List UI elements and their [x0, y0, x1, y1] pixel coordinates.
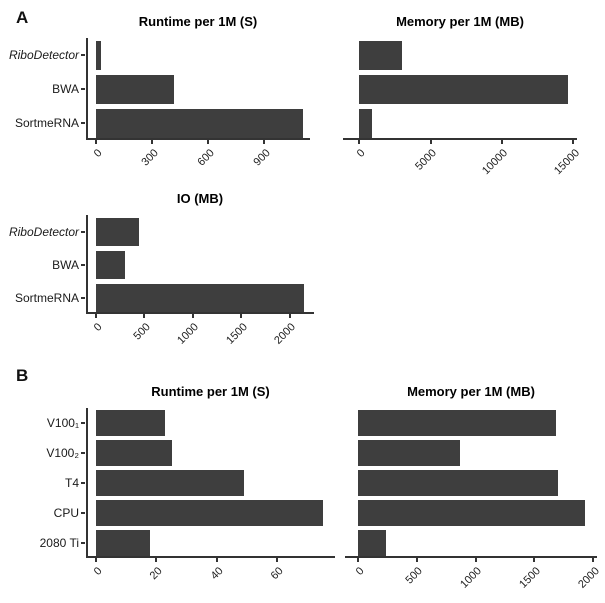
x-tick — [240, 314, 243, 318]
y-category-label: SortmeRNA — [14, 116, 79, 130]
y-tick — [81, 482, 85, 484]
x-tick — [151, 140, 153, 144]
bar — [359, 108, 372, 138]
bar — [96, 40, 101, 70]
x-tick — [95, 314, 97, 318]
bar — [96, 74, 175, 104]
y-tick — [81, 88, 85, 90]
y-tick — [81, 542, 85, 544]
bar — [96, 410, 166, 436]
x-tick — [155, 558, 158, 562]
x-tick — [533, 558, 536, 562]
x-tick — [143, 314, 146, 318]
y-tick — [81, 512, 85, 514]
bar — [96, 530, 151, 556]
x-tick — [572, 140, 575, 144]
y-category-label: RiboDetector — [8, 224, 79, 239]
x-axis-line — [343, 138, 577, 140]
bar — [96, 283, 305, 312]
x-axis-line — [86, 556, 335, 558]
x-tick — [288, 314, 291, 318]
y-tick — [81, 122, 85, 124]
y-category-label: CPU — [53, 506, 79, 520]
chart-panel-a-memory: Memory per 1M (MB) 0 5000 10000 15000 — [343, 14, 582, 177]
bar — [358, 500, 585, 526]
bar — [96, 440, 172, 466]
y-category-label: BWA — [52, 257, 79, 272]
y-tick — [81, 296, 85, 299]
x-tick — [215, 558, 218, 562]
bar — [96, 470, 244, 496]
y-tick — [81, 452, 85, 454]
chart-title: Memory per 1M (MB) — [396, 14, 524, 29]
y-tick — [81, 54, 85, 56]
x-tick — [191, 314, 194, 318]
x-tick — [501, 140, 503, 144]
bar — [359, 74, 568, 104]
x-tick — [262, 140, 265, 144]
chart-title: Memory per 1M (MB) — [407, 384, 535, 399]
y-tick — [81, 422, 85, 424]
chart-panel-b-memory: Memory per 1M (MB) 0 500 1000 1500 2000 — [345, 384, 602, 591]
x-tick — [592, 558, 595, 562]
bar — [96, 108, 304, 138]
bar — [96, 217, 139, 246]
bar — [358, 440, 461, 466]
chart-panel-b-runtime: Runtime per 1M (S) V100₁ V100₂ T4 CPU 2080 T… — [40, 384, 335, 582]
y-axis-line — [86, 38, 88, 140]
x-tick — [358, 140, 360, 144]
x-tick — [95, 558, 97, 562]
x-tick — [357, 558, 359, 562]
y-category-label: V100₂ — [46, 446, 79, 460]
x-tick — [474, 558, 477, 562]
bar — [358, 530, 387, 556]
y-category-label: V100₁ — [46, 416, 79, 430]
panel-b-letter: B — [16, 366, 29, 385]
y-category-label: SortmeRNA — [14, 290, 79, 305]
chart-panel-a-runtime: Runtime per 1M (S) RiboDetector BWA Sortme… — [9, 14, 310, 168]
y-axis-line — [86, 215, 88, 314]
y-category-label: BWA — [52, 82, 79, 96]
y-tick — [81, 230, 85, 233]
x-tick — [207, 140, 209, 144]
x-tick — [429, 140, 432, 144]
y-tick — [81, 263, 85, 266]
y-category-label: T4 — [64, 476, 79, 490]
chart-title: Runtime per 1M (S) — [138, 14, 258, 29]
panel-a-letter: A — [16, 8, 29, 27]
x-axis-line — [86, 312, 314, 314]
x-tick — [276, 558, 279, 562]
x-tick — [415, 558, 418, 562]
x-tick — [95, 140, 97, 144]
bar — [96, 250, 125, 279]
bar — [358, 470, 558, 496]
x-axis-line — [86, 138, 310, 140]
chart-panel-a-io: IO (MB) RiboDetector BWA SortmeRNA 0 500 1000… — [9, 191, 314, 347]
chart-title: IO (MB) — [176, 191, 224, 206]
bar — [96, 500, 323, 526]
y-axis-line — [86, 408, 88, 558]
bar — [359, 40, 402, 70]
x-axis-line — [345, 556, 597, 558]
bar — [358, 410, 556, 436]
y-category-label: 2080 Ti — [39, 536, 79, 550]
y-category-label: RiboDetector — [8, 48, 79, 62]
chart-title: Runtime per 1M (S) — [151, 384, 270, 399]
